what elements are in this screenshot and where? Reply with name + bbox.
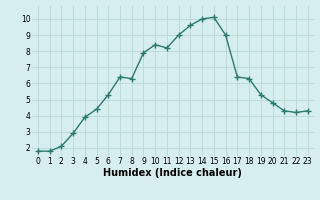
X-axis label: Humidex (Indice chaleur): Humidex (Indice chaleur) — [103, 168, 242, 178]
